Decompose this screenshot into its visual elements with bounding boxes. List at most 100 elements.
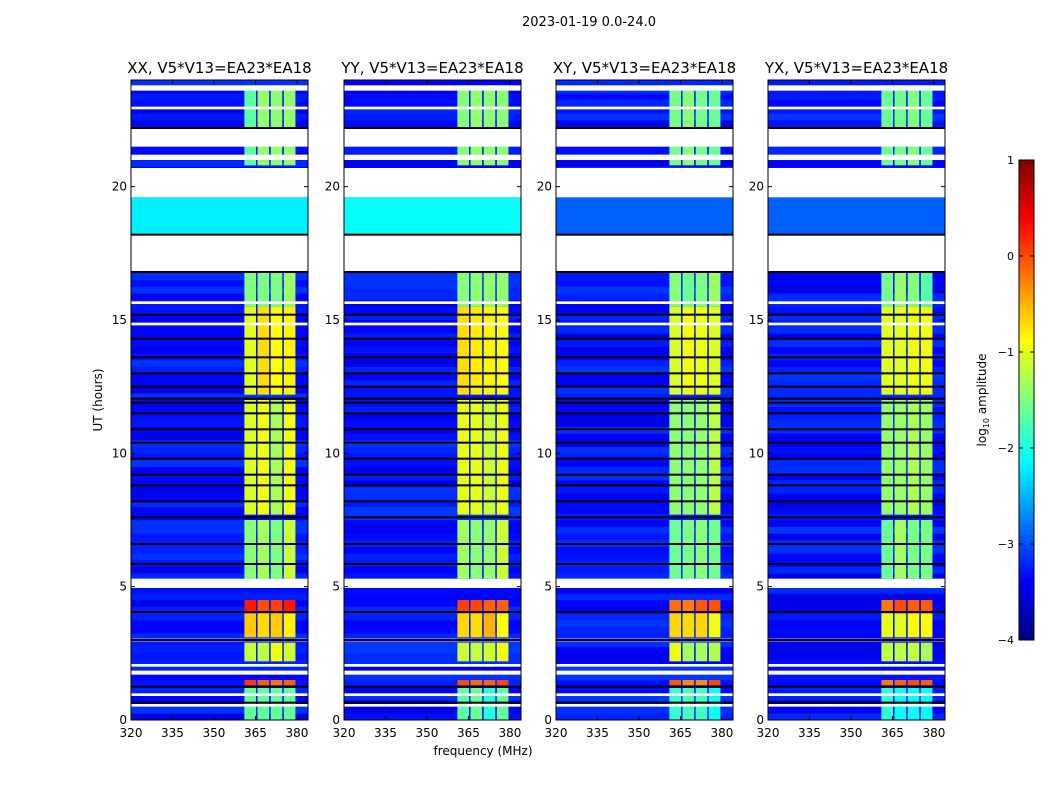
- colorbar-segment: [1019, 251, 1034, 257]
- colorbar-segment: [1019, 520, 1034, 526]
- flag-edge-line: [344, 473, 521, 476]
- heatmap-row: [131, 406, 308, 414]
- band-cell: [283, 613, 296, 638]
- colorbar-segment: [1019, 361, 1034, 367]
- heatmap-row: [768, 293, 945, 301]
- flag-edge-line: [131, 127, 308, 129]
- heatmap-row: [556, 586, 733, 594]
- band-cell: [881, 613, 894, 638]
- band-cell: [470, 520, 483, 579]
- colorbar-segment: [1019, 188, 1034, 195]
- flag-edge-line: [768, 356, 945, 359]
- flag-edge-line: [131, 500, 308, 503]
- x-tick-label: 335: [586, 726, 609, 740]
- flag-edge-line: [768, 428, 945, 431]
- colorbar-segment: [1019, 630, 1034, 636]
- heatmap-row: [556, 526, 733, 534]
- axes-frame: [767, 79, 946, 721]
- colorbar-segment: [1019, 232, 1034, 238]
- flag-edge-line: [768, 563, 945, 565]
- band-cell: [920, 520, 933, 579]
- heatmap-row: [344, 640, 521, 647]
- heatmap-row: [768, 626, 945, 634]
- heatmap-row: [131, 373, 308, 381]
- heatmap-row: [131, 413, 308, 421]
- heatmap-row: [768, 646, 945, 654]
- band-cell: [894, 85, 907, 166]
- flag-edge-line: [344, 397, 521, 400]
- colorbar-segment: [1019, 620, 1034, 627]
- band-cell: [682, 642, 695, 662]
- colorbar-segment: [1019, 356, 1034, 363]
- heatmap-row: [768, 706, 945, 714]
- heatmap-row: [344, 106, 521, 114]
- heatmap-row: [556, 406, 733, 414]
- heatmap-row: [344, 666, 521, 674]
- flag-edge-line: [344, 457, 521, 460]
- heatmap-row: [768, 280, 945, 287]
- band-cell: [496, 680, 509, 686]
- heatmap-row: [556, 460, 733, 467]
- flag-edge-line: [556, 484, 733, 487]
- flag-edge-line: [768, 372, 945, 375]
- heatmap-row: [344, 286, 521, 294]
- band-cell: [244, 272, 257, 307]
- heatmap-row: [768, 433, 945, 441]
- heatmap-row: [768, 620, 945, 627]
- colorbar-segment: [1019, 505, 1034, 511]
- heatmap-row: [344, 613, 521, 621]
- flagged-interval: [131, 693, 308, 696]
- colorbar-segment: [1019, 217, 1034, 223]
- heatmap-row: [131, 333, 308, 341]
- band-cell: [669, 613, 682, 638]
- colorbar-segment: [1019, 409, 1034, 415]
- flagged-interval: [131, 154, 308, 160]
- colorbar-segment: [1019, 592, 1034, 598]
- colorbar-segment: [1019, 241, 1034, 247]
- flag-edge-line: [131, 639, 308, 641]
- y-tick-label: 10: [537, 446, 552, 460]
- flagged-interval: [131, 301, 308, 304]
- band-cell: [244, 642, 257, 662]
- colorbar-segment: [1019, 635, 1034, 641]
- flagged-interval: [344, 106, 521, 110]
- heatmap-row: [344, 480, 521, 487]
- heatmap-row: [556, 93, 733, 101]
- band-cell: [270, 613, 283, 638]
- band-cell: [283, 272, 296, 307]
- band-cell: [483, 520, 496, 579]
- flagged-interval: [768, 693, 945, 696]
- colorbar-segment: [1019, 275, 1034, 281]
- band-cell: [457, 85, 470, 166]
- heatmap-row: [344, 546, 521, 554]
- colorbar-tick-label: 0: [1007, 250, 1014, 263]
- heatmap-row: [344, 633, 521, 641]
- band-cell: [695, 400, 708, 515]
- heatmap-row: [768, 380, 945, 387]
- heatmap-row: [131, 380, 308, 387]
- band-cell: [907, 613, 920, 638]
- heatmap-row: [556, 546, 733, 554]
- flag-edge-line: [131, 356, 308, 359]
- flagged-interval: [131, 704, 308, 707]
- heatmap-row: [131, 573, 308, 581]
- heatmap-row: [768, 100, 945, 107]
- band-cell: [496, 85, 509, 166]
- heatmap-row: [344, 453, 521, 461]
- heatmap-row: [131, 680, 308, 687]
- flagged-interval: [556, 154, 733, 160]
- flag-edge-line: [344, 500, 521, 503]
- band-cell: [496, 306, 509, 395]
- band-cell: [695, 306, 708, 395]
- colorbar-segment: [1019, 448, 1034, 454]
- flagged-interval: [556, 704, 733, 707]
- x-tick-label: 350: [628, 726, 651, 740]
- heatmap-row: [768, 286, 945, 294]
- band-cell: [894, 400, 907, 515]
- y-tick-label: 0: [756, 713, 764, 727]
- heatmap-row: [131, 713, 308, 721]
- heatmap-row: [768, 406, 945, 414]
- flag-edge-line: [556, 385, 733, 388]
- flag-edge-line: [556, 401, 733, 404]
- band-cell: [907, 272, 920, 307]
